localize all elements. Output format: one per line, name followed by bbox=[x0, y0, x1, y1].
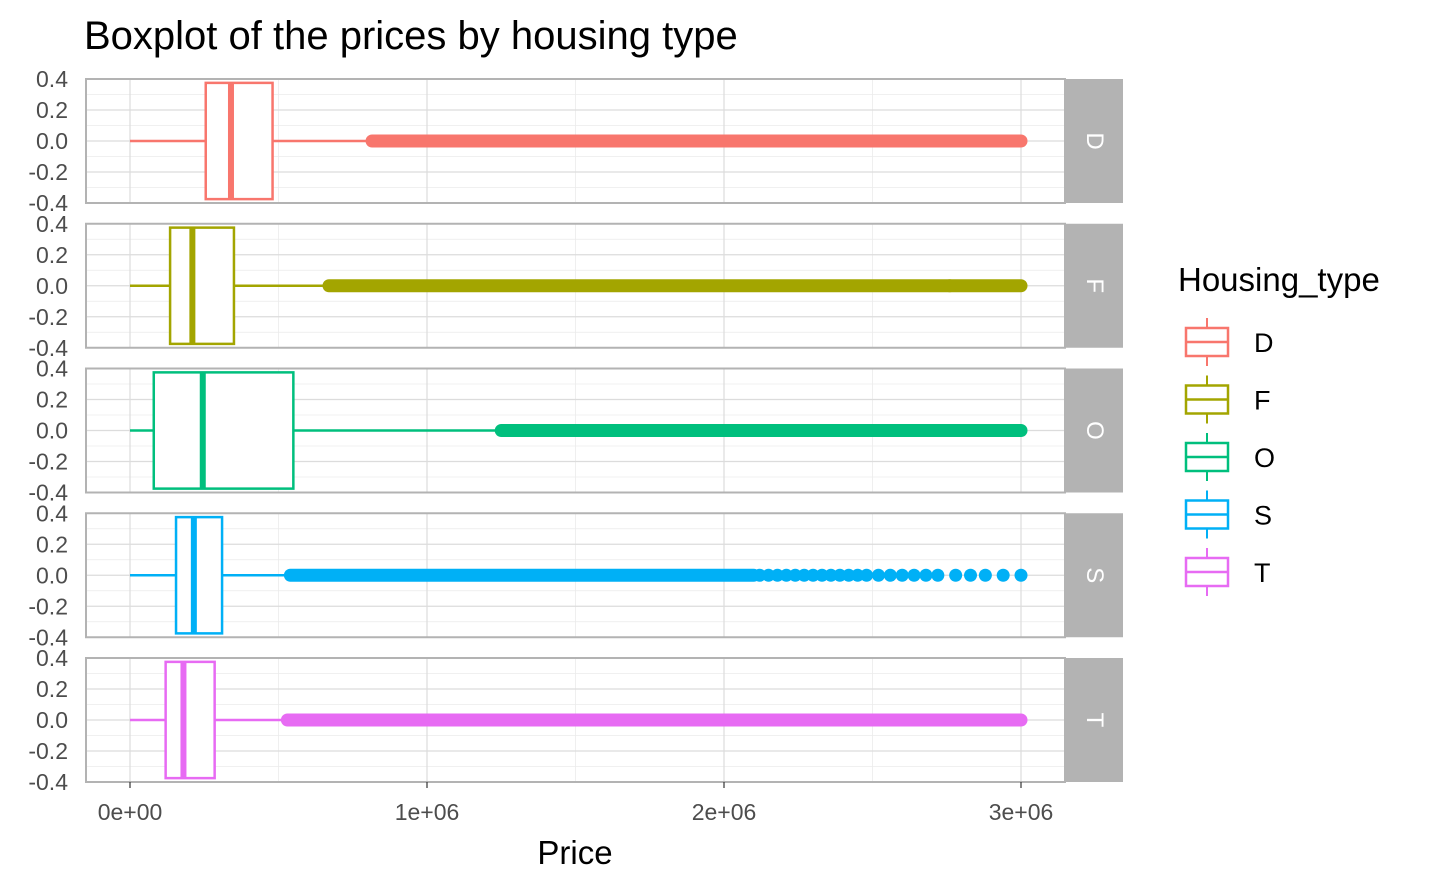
y-tick-label: -0.2 bbox=[28, 593, 68, 619]
y-tick-label: -0.4 bbox=[28, 480, 68, 506]
outlier-point bbox=[949, 568, 963, 582]
legend-key-t bbox=[1184, 548, 1230, 596]
y-tick-label: 0.4 bbox=[36, 500, 68, 526]
legend-title: Housing_type bbox=[1178, 261, 1380, 298]
y-tick-label: 0.0 bbox=[36, 418, 68, 444]
outlier-point bbox=[883, 568, 897, 582]
x-tick-label: 1e+06 bbox=[395, 799, 460, 825]
outlier-point bbox=[907, 568, 921, 582]
legend-label: O bbox=[1254, 443, 1275, 473]
legend-label: T bbox=[1254, 558, 1271, 588]
panel-border bbox=[85, 222, 1066, 349]
outlier-point bbox=[943, 279, 957, 293]
panel-border bbox=[85, 512, 1066, 639]
y-tick-label: 0.4 bbox=[36, 211, 68, 237]
box bbox=[168, 226, 236, 346]
outlier-point bbox=[815, 568, 829, 582]
facet-strip bbox=[1066, 658, 1123, 782]
y-tick-label: 0.4 bbox=[36, 66, 68, 92]
legend-key-s bbox=[1184, 490, 1230, 539]
facet-strip-label: T bbox=[1081, 713, 1108, 728]
outlier-point bbox=[806, 568, 820, 582]
y-tick-label: -0.4 bbox=[28, 769, 68, 795]
facet-panel-t: 0.4 0.2 0.0 -0.2 -0.4 T bbox=[28, 645, 1123, 795]
x-axis-title: Price bbox=[537, 834, 612, 871]
outlier-point bbox=[1014, 568, 1028, 582]
facet-strip-label: D bbox=[1081, 132, 1108, 149]
outlier-point bbox=[833, 568, 847, 582]
facet-panel-f: 0.4 0.2 0.0 -0.2 -0.4 F bbox=[28, 211, 1123, 361]
x-axis: 0e+00 1e+06 2e+06 3e+06 bbox=[98, 782, 1054, 825]
y-tick-label: -0.2 bbox=[28, 449, 68, 475]
facet-panel-o: 0.4 0.2 0.0 -0.2 -0.4 O bbox=[28, 356, 1123, 506]
y-tick-label: -0.4 bbox=[28, 190, 68, 216]
x-tick-label: 0e+00 bbox=[98, 799, 163, 825]
outlier-point bbox=[895, 568, 909, 582]
y-tick-label: 0.2 bbox=[36, 97, 68, 123]
facet-strip-label: S bbox=[1081, 567, 1108, 583]
panel-border bbox=[85, 657, 1066, 783]
outlier-point bbox=[851, 568, 865, 582]
y-tick-label: 0.4 bbox=[36, 645, 68, 671]
box bbox=[174, 515, 224, 635]
box bbox=[164, 660, 216, 780]
y-tick-label: 0.2 bbox=[36, 676, 68, 702]
y-tick-label: 0.2 bbox=[36, 531, 68, 557]
x-tick-label: 2e+06 bbox=[692, 799, 757, 825]
facet-panel-d: 0.4 0.2 0.0 -0.2 -0.4 D bbox=[28, 66, 1123, 216]
outlier-point bbox=[964, 568, 978, 582]
y-tick-label: -0.2 bbox=[28, 738, 68, 764]
y-tick-label: 0.0 bbox=[36, 128, 68, 154]
y-tick-label: 0.0 bbox=[36, 562, 68, 588]
y-tick-label: -0.4 bbox=[28, 335, 68, 361]
outlier-point bbox=[978, 568, 992, 582]
y-tick-label: 0.0 bbox=[36, 707, 68, 733]
y-tick-label: -0.2 bbox=[28, 304, 68, 330]
legend-key-f bbox=[1184, 375, 1230, 424]
outlier-point bbox=[762, 568, 776, 582]
outlier-point bbox=[753, 568, 767, 582]
legend-label: S bbox=[1254, 501, 1272, 531]
facet-strip bbox=[1066, 79, 1123, 203]
facet-panel-s: 0.4 0.2 0.0 -0.2 -0.4 S bbox=[28, 500, 1123, 650]
outlier-point bbox=[931, 568, 945, 582]
outlier-point bbox=[797, 568, 811, 582]
legend-key-d bbox=[1184, 318, 1230, 366]
box bbox=[152, 371, 295, 490]
y-tick-label: 0.2 bbox=[36, 387, 68, 413]
facet-strip bbox=[1066, 223, 1123, 348]
outlier-point bbox=[788, 568, 802, 582]
outlier-point bbox=[779, 568, 793, 582]
y-tick-label: 0.4 bbox=[36, 356, 68, 382]
outlier-point bbox=[919, 568, 933, 582]
facet-panels: 0.40.20.0-0.2-0.4D0.40.20.0-0.2-0.4F0.40… bbox=[28, 66, 1123, 795]
facet-strip-label: F bbox=[1081, 278, 1108, 293]
panel-border bbox=[85, 367, 1066, 494]
outlier-point bbox=[871, 568, 885, 582]
x-tick-label: 3e+06 bbox=[989, 799, 1054, 825]
outlier-point bbox=[824, 568, 838, 582]
outlier-point bbox=[996, 568, 1010, 582]
legend-label: D bbox=[1254, 328, 1274, 358]
legend-label: F bbox=[1254, 386, 1271, 416]
y-tick-label: 0.2 bbox=[36, 242, 68, 268]
y-tick-label: -0.4 bbox=[28, 624, 68, 650]
facet-strip-label: O bbox=[1081, 421, 1108, 440]
facet-strip bbox=[1066, 513, 1123, 638]
y-tick-label: 0.0 bbox=[36, 273, 68, 299]
outlier-point bbox=[860, 568, 874, 582]
legend-key-o bbox=[1184, 433, 1230, 481]
outlier-point bbox=[770, 568, 784, 582]
y-tick-label: -0.2 bbox=[28, 159, 68, 185]
chart-title: Boxplot of the prices by housing type bbox=[84, 14, 738, 58]
facet-strip bbox=[1066, 368, 1123, 493]
panel-border bbox=[85, 78, 1066, 204]
outlier-point bbox=[842, 568, 856, 582]
box bbox=[204, 81, 274, 201]
